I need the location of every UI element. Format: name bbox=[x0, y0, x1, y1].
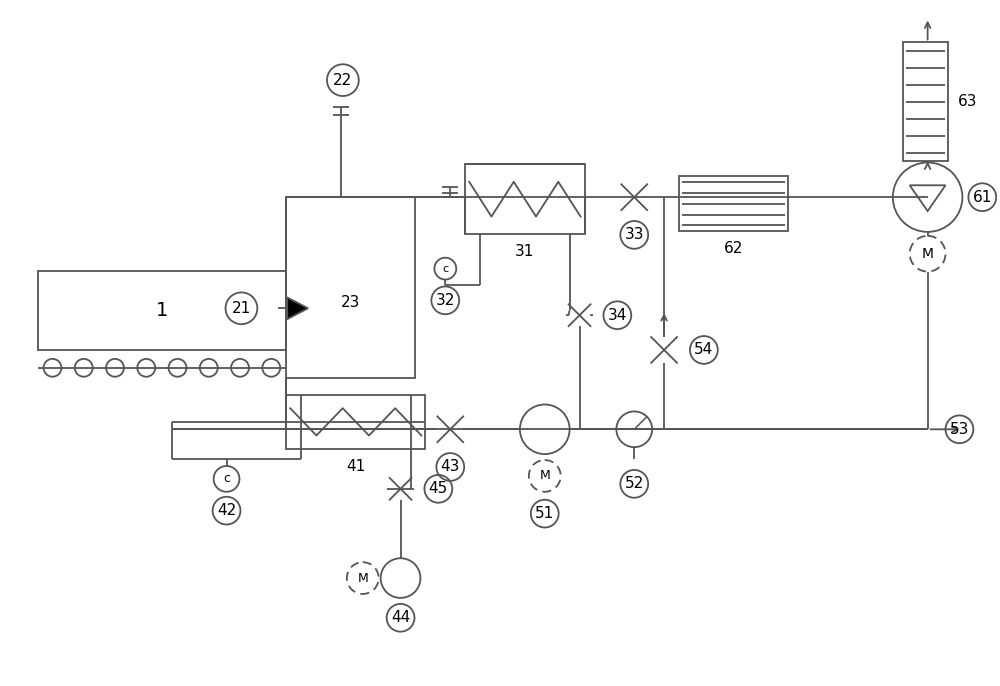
Text: 34: 34 bbox=[608, 308, 627, 322]
Text: 62: 62 bbox=[724, 241, 743, 257]
Text: 23: 23 bbox=[341, 295, 361, 310]
Text: 33: 33 bbox=[625, 227, 644, 242]
Text: 1: 1 bbox=[156, 300, 168, 320]
Text: 61: 61 bbox=[973, 190, 992, 204]
Bar bbox=[465, 165, 585, 234]
Bar bbox=[679, 176, 788, 231]
Text: 22: 22 bbox=[333, 73, 353, 88]
Text: 54: 54 bbox=[694, 342, 713, 357]
Text: c: c bbox=[223, 473, 230, 486]
Text: 44: 44 bbox=[391, 611, 410, 625]
Text: 63: 63 bbox=[958, 95, 977, 110]
Text: 52: 52 bbox=[625, 476, 644, 491]
Text: 51: 51 bbox=[535, 506, 554, 521]
Bar bbox=[286, 394, 425, 449]
Text: 43: 43 bbox=[441, 460, 460, 475]
Bar bbox=[286, 197, 415, 378]
Text: M: M bbox=[357, 571, 368, 584]
Bar bbox=[38, 270, 286, 350]
Text: 31: 31 bbox=[515, 244, 535, 259]
Text: 21: 21 bbox=[232, 300, 251, 316]
Text: 45: 45 bbox=[429, 482, 448, 496]
Text: M: M bbox=[539, 469, 550, 482]
Text: 42: 42 bbox=[217, 503, 236, 518]
Text: M: M bbox=[922, 247, 934, 261]
Bar bbox=[903, 43, 948, 161]
Text: 53: 53 bbox=[950, 422, 969, 437]
Text: 41: 41 bbox=[346, 460, 365, 475]
Text: 32: 32 bbox=[436, 293, 455, 308]
Polygon shape bbox=[287, 297, 308, 319]
Text: c: c bbox=[442, 263, 448, 274]
